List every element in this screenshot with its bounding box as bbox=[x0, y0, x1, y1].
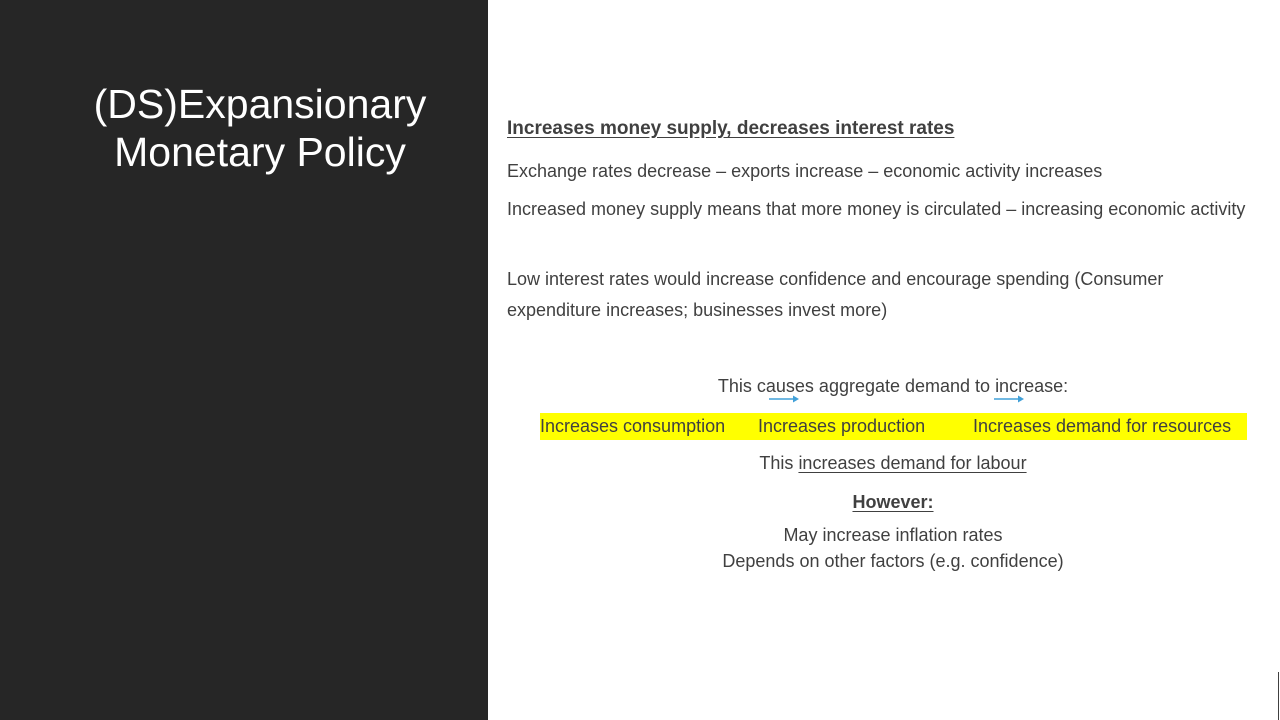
chain-item-resources: Increases demand for resources bbox=[973, 416, 1232, 436]
labour-prefix: This bbox=[759, 453, 799, 473]
paragraph-interest-rates: Low interest rates would increase confid… bbox=[507, 269, 1164, 320]
title-panel: (DS)Expansionary Monetary Policy bbox=[0, 0, 488, 720]
caveat-inflation: May increase inflation rates bbox=[783, 525, 1003, 545]
paragraph-exchange-rates: Exchange rates decrease – exports increa… bbox=[507, 161, 1103, 181]
causes-line: This causes aggregate demand to increase… bbox=[717, 376, 1069, 396]
slide-title-line-2: Monetary Policy bbox=[114, 129, 406, 175]
caveat-factors: Depends on other factors (e.g. confidenc… bbox=[722, 551, 1064, 571]
chain-highlight bbox=[540, 413, 1247, 440]
slide-title-line-1: (DS)Expansionary bbox=[93, 81, 427, 127]
chain-item-consumption: Increases consumption bbox=[540, 416, 726, 436]
labour-line: This increases demand for labour bbox=[507, 453, 1279, 474]
paragraph-money-supply: Increased money supply means that more m… bbox=[507, 199, 1246, 219]
content-panel bbox=[488, 0, 1280, 720]
content-heading: Increases money supply, decreases intere… bbox=[507, 118, 955, 139]
chain-item-production: Increases production bbox=[758, 416, 926, 436]
however-heading: However: bbox=[852, 492, 934, 512]
labour-underlined: increases demand for labour bbox=[798, 453, 1027, 473]
slide-title: (DS)Expansionary Monetary Policy bbox=[40, 80, 480, 176]
right-arrow-icon bbox=[994, 395, 1024, 403]
right-arrow-icon bbox=[769, 395, 799, 403]
edge-divider bbox=[1278, 672, 1279, 720]
